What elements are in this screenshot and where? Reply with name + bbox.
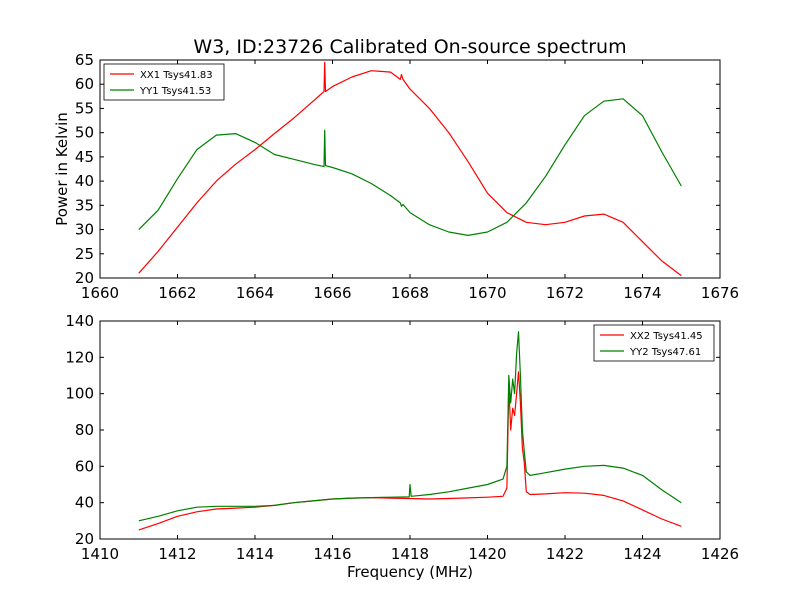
x-tick-label: 1660: [81, 284, 119, 302]
x-tick-label: 1416: [313, 545, 351, 563]
legend-box: [593, 324, 715, 362]
y-tick-label: 55: [75, 99, 94, 117]
legend-box: [103, 63, 225, 101]
x-tick-label: 1424: [623, 545, 661, 563]
figure-title: W3, ID:23726 Calibrated On-source spectr…: [193, 36, 626, 58]
x-tick-label: 1672: [546, 284, 584, 302]
x-tick-label: 1412: [158, 545, 196, 563]
y-tick-label: 25: [75, 245, 94, 263]
x-tick-label: 1426: [701, 545, 739, 563]
series-line-1: [138, 61, 682, 277]
x-tick-label: 1662: [158, 284, 196, 302]
x-tick-label: 1420: [468, 545, 506, 563]
x-tick-label: 1422: [546, 545, 584, 563]
x-tick-label: 1410: [81, 545, 119, 563]
x-tick-label: 1666: [313, 284, 351, 302]
y-axis-label: Power in Kelvin: [53, 112, 71, 226]
y-tick-label: 40: [75, 172, 94, 190]
y-tick-label: 80: [75, 421, 94, 439]
x-tick-label: 1418: [391, 545, 429, 563]
y-tick-label: 20: [75, 530, 94, 548]
y-tick-label: 20: [75, 269, 94, 287]
legend-label-2: YY2 Tsys47.61: [629, 347, 701, 358]
y-tick-label: 65: [75, 51, 94, 69]
y-tick-label: 120: [65, 348, 94, 366]
x-tick-label: 1668: [391, 284, 429, 302]
y-tick-label: 60: [75, 457, 94, 475]
y-tick-label: 30: [75, 221, 94, 239]
x-tick-label: 1670: [468, 284, 506, 302]
x-tick-label: 1664: [236, 284, 274, 302]
y-tick-label: 35: [75, 196, 94, 214]
y-tick-label: 45: [75, 148, 94, 166]
top-plot: 1660 1662 1664 1666 1668 1670 1672 1674 1676 20 25…: [53, 51, 739, 302]
bottom-plot: 1410 1412 1414 1416 1418 1420 1422 1424 1426 20 40…: [65, 312, 739, 581]
x-axis-label: Frequency (MHz): [347, 563, 473, 581]
y-tick-label: 140: [65, 312, 94, 330]
legend-label-1: XX1 Tsys41.83: [140, 70, 213, 81]
y-tick-label: 50: [75, 124, 94, 142]
y-tick-label: 40: [75, 494, 94, 512]
y-tick-label: 100: [65, 385, 94, 403]
legend-label-1: XX2 Tsys41.45: [630, 331, 703, 342]
x-tick-label: 1414: [236, 545, 274, 563]
series-line-2: [138, 331, 682, 522]
series-line-2: [138, 98, 682, 236]
x-tick-label: 1674: [623, 284, 661, 302]
y-tick-label: 60: [75, 75, 94, 93]
x-tick-label: 1676: [701, 284, 739, 302]
legend-label-2: YY1 Tsys41.53: [139, 86, 211, 97]
